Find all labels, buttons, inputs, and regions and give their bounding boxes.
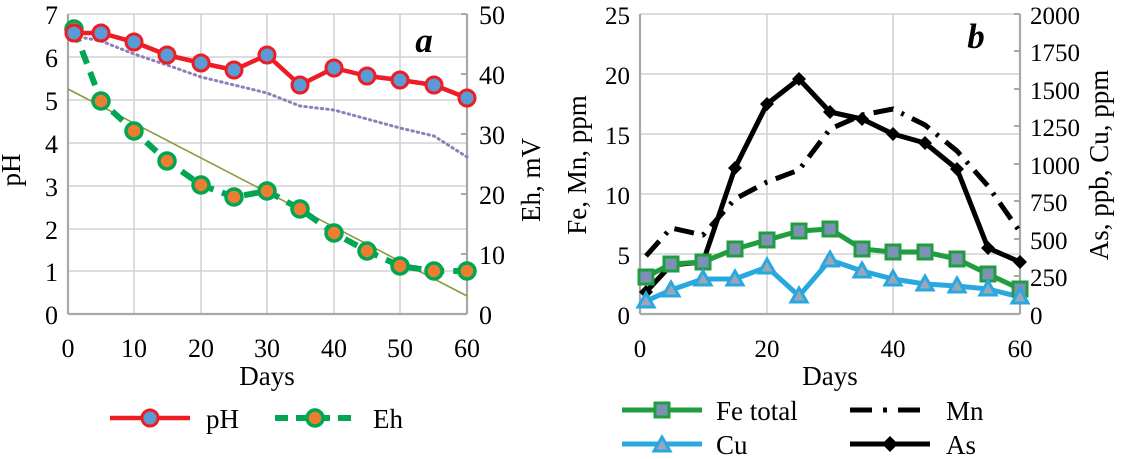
y-right-tick: 500: [1030, 228, 1068, 255]
y-left-tick: 0: [618, 303, 631, 330]
y-left-tick: 1: [45, 258, 58, 287]
x-tick: 20: [188, 334, 214, 363]
y-right-tick: 30: [479, 121, 505, 150]
y-right-tick: 20: [479, 181, 505, 210]
chart-a-legend-label-ph: pH: [206, 404, 239, 434]
chart-panel-b: b 25 20 15 10 5 0 2000 1750 1500 1250 10…: [560, 0, 1125, 459]
y-right-tick: 1500: [1030, 78, 1080, 105]
chart-a-series-eh-markers: [64, 19, 477, 281]
chart-b-series-mn-line: [644, 106, 1023, 258]
chart-b-y-right-ticklabels: 2000 1750 1500 1250 1000 750 500 250 0: [1030, 3, 1080, 330]
chart-b-y-left-ticklabels: 25 20 15 10 5 0: [605, 3, 630, 330]
x-tick: 20: [755, 336, 780, 363]
y-left-tick: 0: [45, 301, 58, 330]
y-left-tick: 6: [45, 44, 58, 73]
chart-a-y-right-axis-title: Eh, mV: [516, 138, 546, 222]
x-tick: 40: [881, 336, 906, 363]
cu-marker-icon: [651, 433, 673, 453]
chart-b-legend-item-as[interactable]: As: [850, 430, 976, 459]
panel-letter-a: a: [415, 21, 433, 60]
y-left-tick: 4: [45, 130, 58, 159]
y-right-tick: 2000: [1030, 3, 1080, 30]
y-right-tick: 10: [479, 241, 505, 270]
ph-marker-icon: [140, 408, 160, 428]
y-left-tick: 5: [618, 243, 631, 270]
chart-a-series-eh-line: [71, 27, 467, 274]
fe-marker-icon: [653, 401, 671, 419]
chart-b-legend-item-mn[interactable]: Mn: [850, 396, 984, 426]
y-right-tick: 50: [479, 1, 505, 30]
chart-a-ph-trendline: [72, 34, 469, 159]
x-tick: 30: [254, 334, 280, 363]
y-right-tick: 250: [1030, 265, 1068, 292]
x-tick: 40: [321, 334, 347, 363]
chart-b-legend-item-cu[interactable]: Cu: [622, 430, 748, 459]
y-left-tick: 10: [605, 183, 630, 210]
x-tick: 10: [121, 334, 147, 363]
chart-b-legend: Fe total Mn Cu As: [622, 396, 984, 459]
x-tick: 50: [387, 334, 413, 363]
chart-a-legend-item-ph[interactable]: pH: [110, 404, 239, 434]
chart-a-y-left-ticklabels: 7 6 5 4 3 2 1 0: [45, 1, 58, 330]
panel-letter-b: b: [967, 17, 985, 56]
chart-b-y-left-axis-title: Fe, Mn, ppm: [562, 95, 592, 235]
chart-b-x-ticklabels: 0 20 40 60: [634, 336, 1033, 363]
chart-a-legend: pH Eh: [110, 404, 403, 434]
y-left-tick: 7: [45, 1, 58, 30]
chart-a-y-left-axis-title: pH: [0, 154, 26, 187]
chart-a-x-ticklabels: 0 10 20 30 40 50 60: [62, 334, 481, 363]
chart-a-y-right-ticklabels: 50 40 30 20 10 0: [479, 1, 505, 330]
eh-marker-icon: [305, 408, 325, 428]
y-right-tick: 1250: [1030, 115, 1080, 142]
chart-b-svg: b 25 20 15 10 5 0 2000 1750 1500 1250 10…: [562, 3, 1114, 459]
y-left-tick: 3: [45, 173, 58, 202]
chart-b-x-axis-title: Days: [802, 361, 858, 391]
chart-a-x-axis-title: Days: [239, 361, 295, 391]
y-left-tick: 5: [45, 87, 58, 116]
chart-a-legend-item-eh[interactable]: Eh: [275, 404, 403, 434]
y-right-tick: 1000: [1030, 153, 1080, 180]
y-left-tick: 25: [605, 3, 630, 30]
x-tick: 60: [454, 334, 480, 363]
y-left-tick: 20: [605, 63, 630, 90]
chart-b-legend-label-as: As: [946, 430, 976, 459]
chart-b-legend-label-fe: Fe total: [716, 396, 798, 426]
y-right-tick: 1750: [1030, 40, 1080, 67]
chart-b-y-right-axis-title: As, ppb, Cu, ppm: [1084, 70, 1114, 261]
x-tick: 0: [62, 334, 75, 363]
y-right-tick: 0: [1030, 303, 1043, 330]
as-marker-icon: [882, 436, 898, 452]
chart-panel-a: a 7 6 5 4 3 2 1 0 50 40 30 20 10 0: [0, 0, 560, 459]
chart-b-legend-item-fe-total[interactable]: Fe total: [622, 396, 798, 426]
chart-b-legend-label-cu: Cu: [716, 430, 748, 459]
chart-a-legend-label-eh: Eh: [373, 404, 403, 434]
x-tick: 60: [1008, 336, 1033, 363]
y-right-tick: 0: [479, 301, 492, 330]
chart-b-series-cu-markers: [635, 248, 1031, 309]
chart-b-legend-label-mn: Mn: [946, 396, 984, 426]
y-right-tick: 40: [479, 61, 505, 90]
chart-a-series-ph-markers: [64, 23, 477, 108]
chart-a-svg: a 7 6 5 4 3 2 1 0 50 40 30 20 10 0: [0, 1, 546, 434]
y-left-tick: 2: [45, 216, 58, 245]
y-right-tick: 750: [1030, 190, 1068, 217]
y-left-tick: 15: [605, 123, 630, 150]
x-tick: 0: [634, 336, 647, 363]
